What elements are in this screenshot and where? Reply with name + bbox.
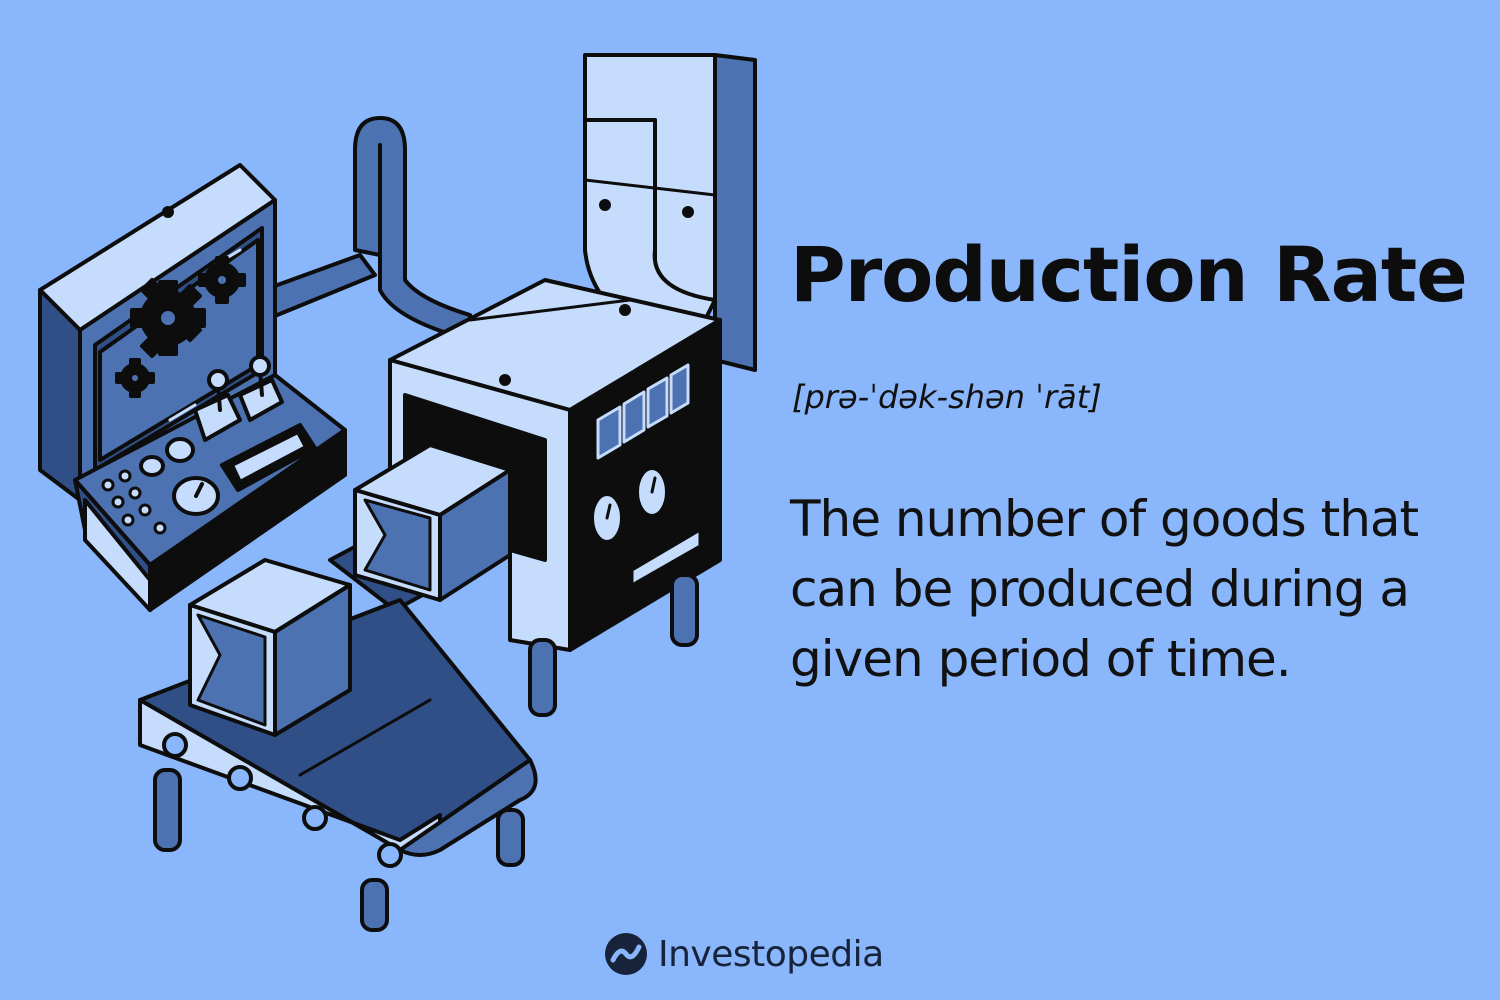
brand-footer: Investopedia: [604, 932, 884, 976]
gauge-icon: [635, 466, 669, 518]
pronunciation: [prə-ˈdək-shən ˈrāt]: [792, 378, 1102, 416]
production-machine: [388, 278, 722, 717]
gear-icon: [130, 278, 206, 358]
page-title: Production Rate: [790, 230, 1468, 319]
definition-text: The number of goods that can be produced…: [790, 490, 1419, 688]
joystick-icon: [238, 355, 284, 422]
brand-name: Investopedia: [658, 933, 884, 975]
control-console: [38, 163, 347, 612]
gauge-icon: [590, 492, 624, 544]
pipe: [248, 116, 472, 342]
gear-icon: [198, 256, 246, 304]
gear-icon: [115, 358, 155, 398]
gauge-icon: [172, 476, 220, 516]
investopedia-logo-icon: [605, 933, 647, 975]
joystick-icon: [193, 369, 242, 442]
chute: [583, 53, 757, 372]
box-icon: [353, 443, 512, 602]
box-icon: [188, 558, 352, 737]
